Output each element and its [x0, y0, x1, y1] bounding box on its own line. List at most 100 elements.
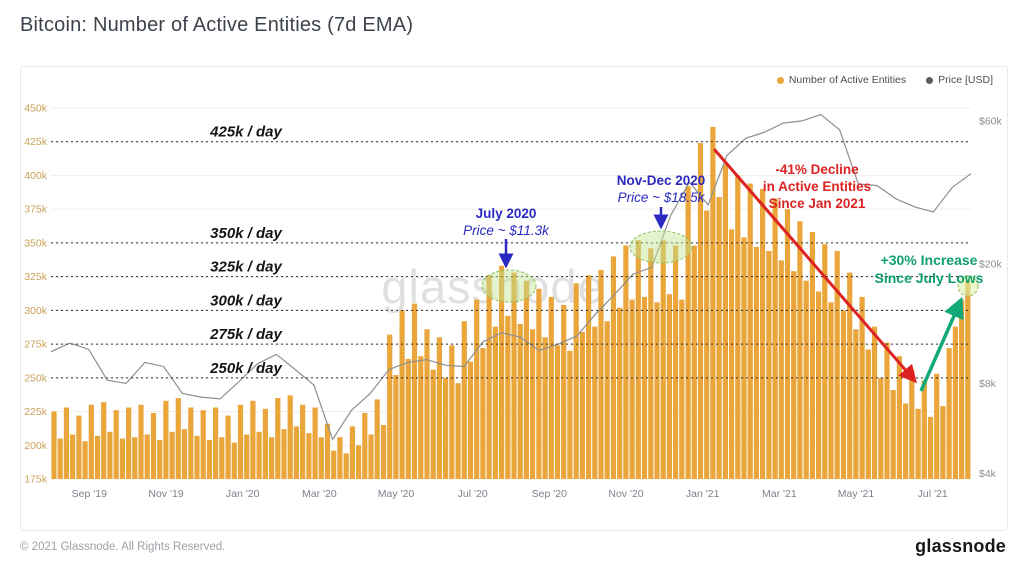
bar [393, 375, 399, 479]
bar [567, 350, 573, 479]
bar [436, 337, 442, 479]
x-tick-label: Sep '20 [532, 488, 567, 500]
bar [51, 411, 57, 479]
bar [946, 348, 952, 479]
bar [704, 210, 710, 479]
bar [70, 434, 76, 479]
bar [499, 265, 505, 479]
bar [641, 296, 648, 479]
bar [753, 247, 759, 479]
glassnode-logo: glassnode [915, 536, 1006, 556]
bar [505, 315, 511, 479]
bar [859, 296, 865, 479]
bar [380, 425, 387, 479]
bar [809, 232, 815, 479]
bar [163, 400, 169, 479]
bar [648, 248, 654, 479]
annotation-july-2020-title: July 2020 [475, 206, 537, 221]
bar [337, 437, 343, 479]
bar [729, 229, 735, 479]
bar [523, 280, 529, 479]
bar [579, 331, 585, 479]
x-tick-label: Jul '20 [458, 488, 488, 500]
bar [405, 358, 411, 479]
annotation-nov-dec-2020-title: Nov-Dec 2020 [616, 173, 706, 188]
bar [312, 407, 318, 479]
bar [281, 429, 287, 479]
bar [760, 188, 766, 479]
right-tick-label: $20k [979, 259, 1003, 271]
bar [101, 402, 107, 479]
chart-card: Number of Active Entities Price [USD] gl… [20, 66, 1008, 531]
increase-arrow [919, 296, 964, 392]
copyright-text: © 2021 Glassnode. All Rights Reserved. [20, 541, 226, 553]
bar [853, 329, 859, 479]
bar [791, 271, 797, 479]
bar [747, 183, 753, 479]
bar [150, 412, 157, 479]
right-tick-label: $8k [979, 378, 997, 390]
x-tick-label: May '21 [838, 488, 875, 500]
bar [449, 345, 455, 479]
annotation-nov-dec-2020: Nov-Dec 2020 Price ~ $18.5k [561, 173, 761, 207]
x-tick-label: Jan '20 [226, 488, 260, 500]
bar [530, 329, 536, 479]
highlight-july-lows-circle [957, 275, 979, 297]
bar [331, 450, 337, 479]
bar [847, 272, 853, 479]
bar [430, 369, 436, 479]
bar [181, 429, 188, 479]
bar [697, 143, 704, 479]
bar [486, 275, 492, 479]
reference-line-label: 275k / day [209, 326, 282, 343]
bar [324, 423, 331, 479]
x-tick-label: Nov '20 [608, 488, 643, 500]
right-axis-labels: $60k $20k $8k $4k [979, 115, 1003, 480]
bar [934, 373, 940, 479]
left-tick-label: 275k [24, 339, 48, 351]
right-tick-label: $60k [979, 115, 1003, 127]
series-price-line [50, 113, 972, 441]
annotation-increase-line1: +30% Increase [880, 252, 978, 268]
bar [517, 323, 523, 479]
bar [573, 283, 579, 479]
bar [250, 400, 256, 479]
bar [231, 442, 237, 479]
left-tick-label: 400k [24, 170, 48, 182]
bar [673, 245, 679, 479]
bar [722, 164, 728, 479]
bar [418, 356, 424, 479]
bar [194, 435, 200, 479]
bar [865, 349, 871, 479]
bar [411, 303, 418, 479]
annotation-july-2020: July 2020 Price ~ $11.3k [406, 206, 606, 240]
bar [387, 334, 393, 479]
left-tick-label: 225k [24, 406, 48, 418]
bar [828, 302, 834, 479]
bar [424, 329, 430, 479]
chart-plot: 450k 425k 400k 375k 350k 325k 300k 275k 250k 225k… [24, 103, 1003, 501]
annotation-decline-line1: -41% Decline [775, 162, 859, 177]
bar [368, 434, 374, 479]
bar [343, 453, 349, 479]
bar [766, 251, 772, 479]
bar [256, 431, 262, 479]
legend-label-active-entities: Number of Active Entities [788, 74, 907, 86]
left-tick-label: 200k [24, 440, 48, 452]
bar [554, 345, 561, 479]
bar [63, 407, 69, 479]
bar [903, 403, 909, 479]
bar [132, 437, 138, 479]
bar [492, 326, 498, 479]
x-tick-label: Jul '21 [918, 488, 948, 500]
chart-legend: Number of Active Entities Price [USD] [776, 74, 993, 86]
bar [262, 408, 268, 479]
bar [890, 390, 896, 479]
left-tick-label: 325k [24, 271, 48, 283]
bar [349, 426, 355, 479]
bar [287, 395, 293, 479]
legend-item-active-entities[interactable]: Number of Active Entities [776, 74, 907, 86]
bar [654, 302, 660, 479]
bar [927, 416, 934, 479]
legend-item-price[interactable]: Price [USD] [926, 74, 993, 86]
